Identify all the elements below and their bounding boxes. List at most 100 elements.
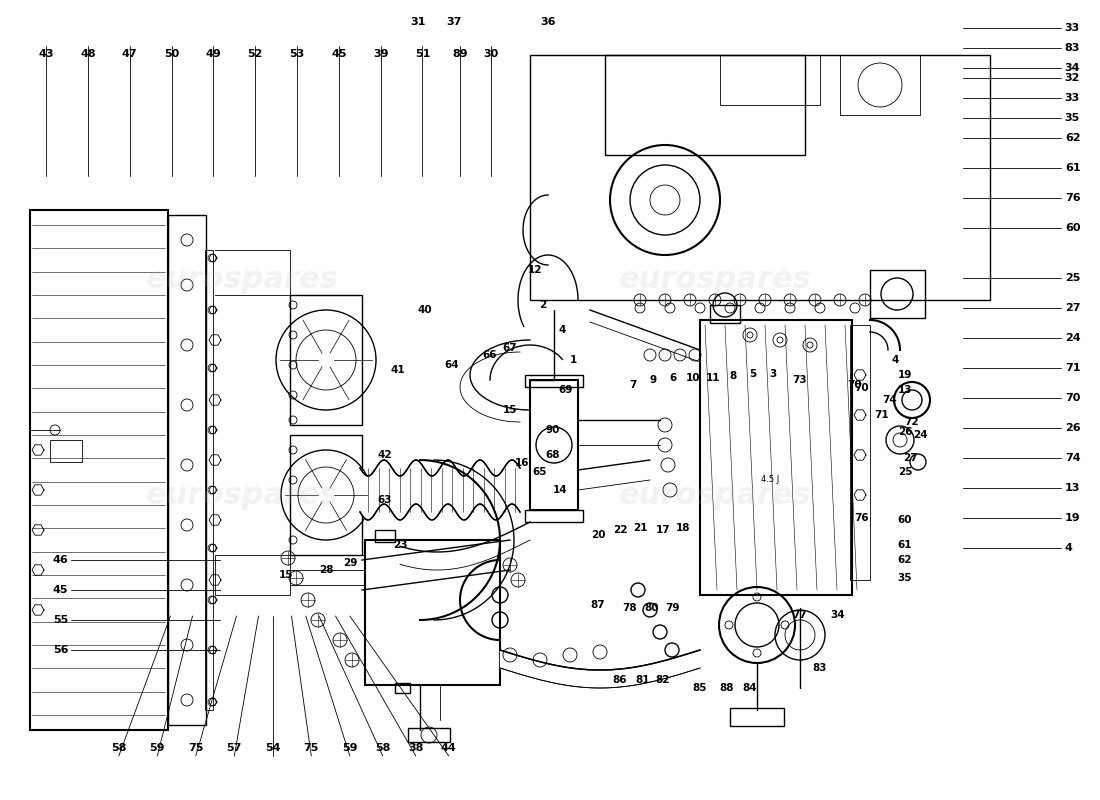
Text: 27: 27 xyxy=(1065,303,1080,313)
Text: 29: 29 xyxy=(343,558,358,568)
Text: 21: 21 xyxy=(632,523,647,533)
Text: 45: 45 xyxy=(53,586,68,595)
Text: 76: 76 xyxy=(1065,194,1080,203)
Text: 7: 7 xyxy=(629,380,637,390)
Bar xyxy=(168,215,206,725)
Text: 72: 72 xyxy=(904,417,920,427)
Text: 9: 9 xyxy=(649,375,657,385)
Text: 25: 25 xyxy=(898,467,912,477)
Text: 53: 53 xyxy=(289,50,305,59)
Text: 71: 71 xyxy=(874,410,889,420)
Text: 57: 57 xyxy=(227,743,242,753)
Bar xyxy=(214,555,290,595)
Text: 22: 22 xyxy=(613,525,627,535)
Text: 51: 51 xyxy=(415,50,430,59)
Text: 5: 5 xyxy=(749,369,757,379)
Text: 90: 90 xyxy=(546,425,560,435)
Text: 17: 17 xyxy=(656,525,670,535)
Text: 67: 67 xyxy=(503,343,517,353)
Text: 50: 50 xyxy=(164,50,179,59)
Text: 86: 86 xyxy=(613,675,627,685)
Text: 30: 30 xyxy=(483,50,498,59)
Text: 8: 8 xyxy=(729,371,737,381)
Bar xyxy=(290,435,362,555)
Text: 58: 58 xyxy=(111,743,126,753)
Text: 6: 6 xyxy=(670,373,676,383)
Text: 76: 76 xyxy=(855,513,869,523)
Text: 44: 44 xyxy=(441,743,456,753)
Text: 61: 61 xyxy=(1065,163,1080,173)
Text: 13: 13 xyxy=(898,385,912,395)
Text: 52: 52 xyxy=(248,50,263,59)
Text: 64: 64 xyxy=(444,360,460,370)
Text: 4.5 J: 4.5 J xyxy=(761,475,779,485)
Text: 70: 70 xyxy=(1065,393,1080,402)
Text: 73: 73 xyxy=(793,375,807,385)
Bar xyxy=(840,55,920,115)
Text: eurospares: eurospares xyxy=(145,266,339,294)
Bar xyxy=(205,250,213,710)
Text: 32: 32 xyxy=(1065,74,1080,83)
Bar xyxy=(290,295,362,425)
Bar xyxy=(530,55,990,300)
Text: 75: 75 xyxy=(188,743,204,753)
Text: 55: 55 xyxy=(53,615,68,625)
Text: 33: 33 xyxy=(1065,23,1080,33)
Text: 34: 34 xyxy=(1065,63,1080,73)
Text: 24: 24 xyxy=(913,430,927,440)
Text: 34: 34 xyxy=(830,610,845,620)
Text: 39: 39 xyxy=(373,50,388,59)
Text: 89: 89 xyxy=(452,50,468,59)
Text: 35: 35 xyxy=(1065,114,1080,123)
Text: 83: 83 xyxy=(1065,43,1080,53)
Text: 11: 11 xyxy=(706,373,721,383)
Text: eurospares: eurospares xyxy=(145,482,339,510)
Bar xyxy=(30,210,168,730)
Text: 15: 15 xyxy=(503,405,517,415)
Text: 45: 45 xyxy=(331,50,346,59)
Text: 69: 69 xyxy=(559,385,573,395)
Text: 28: 28 xyxy=(319,565,333,575)
Text: 19: 19 xyxy=(1065,514,1080,523)
Text: 19: 19 xyxy=(898,370,912,380)
Text: 78: 78 xyxy=(623,603,637,613)
Text: 80: 80 xyxy=(645,603,659,613)
Text: 65: 65 xyxy=(532,467,548,477)
Bar xyxy=(870,270,925,318)
Text: 59: 59 xyxy=(342,743,358,753)
Text: 3: 3 xyxy=(769,369,777,379)
Text: eurospares: eurospares xyxy=(618,482,812,510)
Text: 14: 14 xyxy=(552,485,568,495)
Text: 48: 48 xyxy=(80,50,96,59)
Text: 49: 49 xyxy=(206,50,221,59)
Text: 54: 54 xyxy=(265,743,280,753)
Text: 62: 62 xyxy=(898,555,912,565)
Text: 24: 24 xyxy=(1065,333,1080,342)
Text: 38: 38 xyxy=(408,743,424,753)
Text: 15: 15 xyxy=(278,570,294,580)
Text: 25: 25 xyxy=(1065,273,1080,282)
Text: 33: 33 xyxy=(1065,94,1080,103)
Bar xyxy=(720,55,820,105)
Text: 40: 40 xyxy=(418,305,432,315)
Bar xyxy=(700,320,852,595)
Text: 61: 61 xyxy=(898,540,912,550)
Text: 10: 10 xyxy=(685,373,701,383)
Text: 82: 82 xyxy=(656,675,670,685)
Text: 26: 26 xyxy=(1065,423,1080,433)
Bar xyxy=(395,683,410,693)
Text: 37: 37 xyxy=(447,18,462,27)
Text: eurospares: eurospares xyxy=(618,266,812,294)
Bar xyxy=(530,380,578,510)
Text: 18: 18 xyxy=(675,523,691,533)
Bar xyxy=(605,55,805,155)
Bar xyxy=(850,325,870,580)
Text: 41: 41 xyxy=(390,365,405,375)
Text: 62: 62 xyxy=(1065,134,1080,143)
Text: 4: 4 xyxy=(891,355,899,365)
Text: 70: 70 xyxy=(855,383,869,393)
Text: 88: 88 xyxy=(719,683,735,693)
Text: 77: 77 xyxy=(793,610,807,620)
Text: 71: 71 xyxy=(1065,363,1080,373)
Text: 31: 31 xyxy=(410,18,426,27)
